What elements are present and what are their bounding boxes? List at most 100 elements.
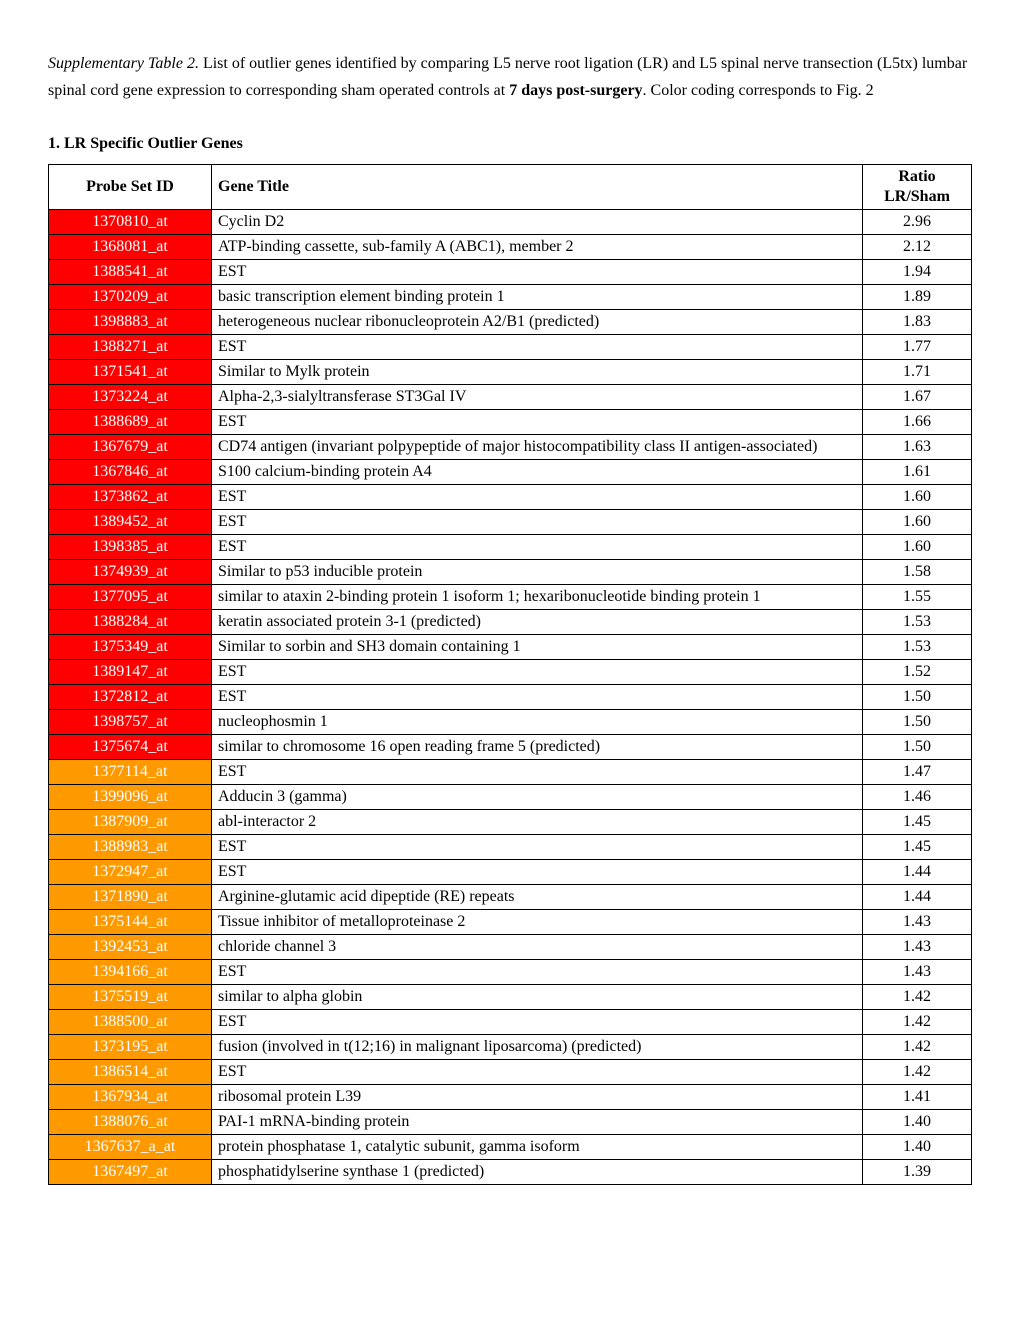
cell-probe: 1388689_at — [49, 409, 212, 434]
table-row: 1371890_atArginine-glutamic acid dipepti… — [49, 884, 972, 909]
cell-ratio: 1.50 — [863, 684, 972, 709]
cell-probe: 1373224_at — [49, 384, 212, 409]
cell-title: basic transcription element binding prot… — [212, 284, 863, 309]
cell-title: Tissue inhibitor of metalloproteinase 2 — [212, 909, 863, 934]
cell-title: Similar to p53 inducible protein — [212, 559, 863, 584]
cell-title: Cyclin D2 — [212, 209, 863, 234]
cell-title: heterogeneous nuclear ribonucleoprotein … — [212, 309, 863, 334]
cell-title: ribosomal protein L39 — [212, 1084, 863, 1109]
cell-ratio: 2.96 — [863, 209, 972, 234]
table-row: 1389452_atEST1.60 — [49, 509, 972, 534]
table-row: 1373862_atEST1.60 — [49, 484, 972, 509]
caption-body-2: . Color coding corresponds to Fig. 2 — [643, 82, 874, 99]
cell-title: EST — [212, 659, 863, 684]
cell-title: phosphatidylserine synthase 1 (predicted… — [212, 1159, 863, 1184]
caption-title: Supplementary Table 2. — [48, 55, 199, 72]
cell-ratio: 1.44 — [863, 884, 972, 909]
cell-probe: 1372947_at — [49, 859, 212, 884]
cell-probe: 1375674_at — [49, 734, 212, 759]
table-row: 1398757_atnucleophosmin 11.50 — [49, 709, 972, 734]
cell-title: ATP-binding cassette, sub-family A (ABC1… — [212, 234, 863, 259]
cell-ratio: 1.45 — [863, 834, 972, 859]
cell-title: EST — [212, 759, 863, 784]
table-row: 1394166_atEST1.43 — [49, 959, 972, 984]
cell-title: EST — [212, 859, 863, 884]
section-heading: 1. LR Specific Outlier Genes — [48, 130, 972, 157]
table-row: 1388689_atEST1.66 — [49, 409, 972, 434]
cell-probe: 1389147_at — [49, 659, 212, 684]
cell-ratio: 1.40 — [863, 1134, 972, 1159]
cell-probe: 1367846_at — [49, 459, 212, 484]
cell-probe: 1371541_at — [49, 359, 212, 384]
cell-ratio: 1.46 — [863, 784, 972, 809]
table-row: 1372812_atEST1.50 — [49, 684, 972, 709]
cell-ratio: 1.55 — [863, 584, 972, 609]
cell-ratio: 1.67 — [863, 384, 972, 409]
cell-title: fusion (involved in t(12;16) in malignan… — [212, 1034, 863, 1059]
cell-ratio: 1.53 — [863, 634, 972, 659]
cell-probe: 1398757_at — [49, 709, 212, 734]
cell-ratio: 1.42 — [863, 1034, 972, 1059]
cell-ratio: 1.45 — [863, 809, 972, 834]
cell-ratio: 1.50 — [863, 734, 972, 759]
cell-probe: 1387909_at — [49, 809, 212, 834]
cell-probe: 1388500_at — [49, 1009, 212, 1034]
table-row: 1377114_atEST1.47 — [49, 759, 972, 784]
cell-ratio: 1.83 — [863, 309, 972, 334]
cell-ratio: 1.50 — [863, 709, 972, 734]
cell-ratio: 1.61 — [863, 459, 972, 484]
ratio-line1: Ratio — [898, 168, 935, 185]
cell-title: EST — [212, 1059, 863, 1084]
cell-probe: 1367497_at — [49, 1159, 212, 1184]
cell-probe: 1399096_at — [49, 784, 212, 809]
cell-ratio: 1.94 — [863, 259, 972, 284]
cell-title: S100 calcium-binding protein A4 — [212, 459, 863, 484]
cell-title: chloride channel 3 — [212, 934, 863, 959]
cell-title: Adducin 3 (gamma) — [212, 784, 863, 809]
table-row: 1373224_atAlpha-2,3-sialyltransferase ST… — [49, 384, 972, 409]
cell-title: EST — [212, 534, 863, 559]
cell-title: CD74 antigen (invariant polpypeptide of … — [212, 434, 863, 459]
cell-title: Alpha-2,3-sialyltransferase ST3Gal IV — [212, 384, 863, 409]
cell-probe: 1371890_at — [49, 884, 212, 909]
cell-probe: 1367679_at — [49, 434, 212, 459]
cell-probe: 1373862_at — [49, 484, 212, 509]
table-row: 1392453_atchloride channel 31.43 — [49, 934, 972, 959]
cell-title: nucleophosmin 1 — [212, 709, 863, 734]
cell-title: EST — [212, 509, 863, 534]
table-row: 1375674_atsimilar to chromosome 16 open … — [49, 734, 972, 759]
table-row: 1398883_atheterogeneous nuclear ribonucl… — [49, 309, 972, 334]
table-row: 1388983_atEST1.45 — [49, 834, 972, 859]
table-header-row: Probe Set ID Gene Title Ratio LR/Sham — [49, 164, 972, 209]
cell-title: similar to ataxin 2-binding protein 1 is… — [212, 584, 863, 609]
cell-title: similar to chromosome 16 open reading fr… — [212, 734, 863, 759]
cell-probe: 1386514_at — [49, 1059, 212, 1084]
cell-probe: 1368081_at — [49, 234, 212, 259]
table-caption: Supplementary Table 2. List of outlier g… — [48, 50, 972, 104]
cell-title: protein phosphatase 1, catalytic subunit… — [212, 1134, 863, 1159]
cell-probe: 1375519_at — [49, 984, 212, 1009]
cell-title: EST — [212, 684, 863, 709]
cell-ratio: 1.47 — [863, 759, 972, 784]
cell-ratio: 1.43 — [863, 959, 972, 984]
cell-ratio: 1.43 — [863, 909, 972, 934]
cell-ratio: 1.89 — [863, 284, 972, 309]
cell-ratio: 1.60 — [863, 534, 972, 559]
cell-ratio: 1.40 — [863, 1109, 972, 1134]
cell-title: similar to alpha globin — [212, 984, 863, 1009]
table-row: 1389147_atEST1.52 — [49, 659, 972, 684]
cell-probe: 1388983_at — [49, 834, 212, 859]
table-row: 1388541_atEST1.94 — [49, 259, 972, 284]
cell-title: EST — [212, 409, 863, 434]
cell-title: EST — [212, 834, 863, 859]
cell-ratio: 1.43 — [863, 934, 972, 959]
cell-probe: 1375349_at — [49, 634, 212, 659]
cell-probe: 1394166_at — [49, 959, 212, 984]
table-row: 1370209_atbasic transcription element bi… — [49, 284, 972, 309]
table-row: 1368081_atATP-binding cassette, sub-fami… — [49, 234, 972, 259]
table-row: 1367637_a_atprotein phosphatase 1, catal… — [49, 1134, 972, 1159]
cell-ratio: 1.41 — [863, 1084, 972, 1109]
cell-title: abl-interactor 2 — [212, 809, 863, 834]
cell-probe: 1388271_at — [49, 334, 212, 359]
cell-title: Arginine-glutamic acid dipeptide (RE) re… — [212, 884, 863, 909]
